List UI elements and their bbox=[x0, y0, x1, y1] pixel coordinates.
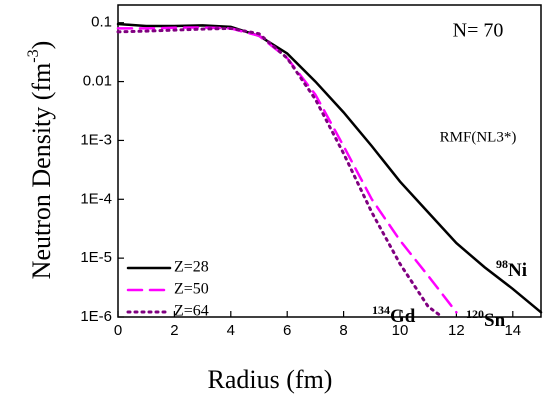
y-label-close: ) bbox=[27, 41, 56, 50]
annotation: 98Ni bbox=[496, 257, 527, 282]
annotation-sup: 98 bbox=[496, 257, 508, 271]
y-axis-label: Neutron Density (fm-3) bbox=[25, 41, 56, 280]
x-tick-label: 12 bbox=[448, 322, 465, 339]
plot-frame bbox=[117, 4, 542, 318]
line bbox=[116, 26, 444, 319]
x-tick-label: 6 bbox=[283, 322, 291, 339]
y-label-text: Neutron Density (fm bbox=[27, 63, 56, 280]
x-axis-label: Radius (fm) bbox=[208, 365, 333, 394]
annotation: RMF(NL3*) bbox=[440, 129, 517, 145]
annotation-sup: 134 bbox=[372, 303, 390, 317]
y-tick-label: 0.01 bbox=[83, 73, 112, 90]
annotation-text: Sn bbox=[484, 310, 506, 331]
x-tick-label: 4 bbox=[227, 322, 235, 339]
y-label-sup: -3 bbox=[25, 49, 42, 62]
legend-label: Z=50 bbox=[174, 281, 209, 298]
annotation-sup: 120 bbox=[466, 307, 484, 321]
legend-label: Z=28 bbox=[174, 259, 209, 276]
line bbox=[116, 22, 543, 314]
x-tick-label: 0 bbox=[114, 322, 122, 339]
line bbox=[116, 26, 458, 314]
x-tick-label: 10 bbox=[392, 322, 409, 339]
x-tick-label: 8 bbox=[339, 322, 347, 339]
x-tick-label: 2 bbox=[170, 322, 178, 339]
x-tick-label: 14 bbox=[504, 322, 521, 339]
y-tick-label: 1E-6 bbox=[80, 308, 112, 325]
y-tick-label: 1E-4 bbox=[80, 190, 112, 207]
annotation-text: Ni bbox=[508, 260, 527, 281]
y-tick-label: 1E-3 bbox=[80, 131, 112, 148]
y-tick-label: 1E-5 bbox=[80, 249, 112, 266]
annotation: 120Sn bbox=[466, 307, 506, 332]
legend-label: Z=64 bbox=[174, 303, 209, 320]
annotation: N= 70 bbox=[453, 20, 504, 42]
y-tick-label: 0.1 bbox=[91, 14, 112, 31]
